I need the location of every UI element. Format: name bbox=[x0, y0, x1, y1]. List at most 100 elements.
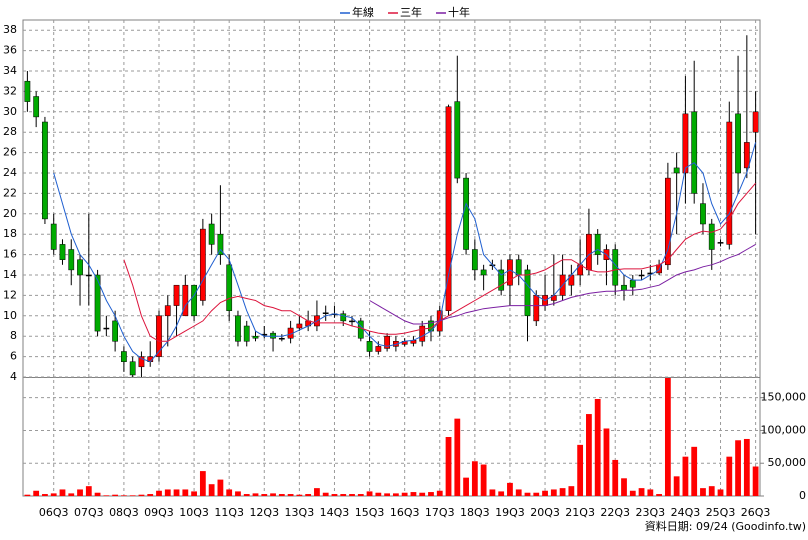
volume-bar bbox=[419, 492, 426, 496]
volume-bar bbox=[752, 466, 759, 496]
y-tick-label: 18 bbox=[3, 227, 17, 240]
volume-bar bbox=[68, 493, 75, 496]
candle-body bbox=[735, 113, 741, 174]
y-tick-label: 24 bbox=[3, 166, 17, 179]
candle-body bbox=[586, 233, 592, 271]
volume-bar bbox=[226, 489, 233, 496]
x-tick-label: 07Q3 bbox=[74, 506, 104, 519]
candle-body bbox=[270, 332, 276, 339]
volume-bar bbox=[235, 491, 241, 496]
candle-body bbox=[691, 111, 698, 194]
line-series bbox=[53, 142, 757, 363]
volume-bar bbox=[568, 486, 575, 496]
y-tick-label: 20 bbox=[3, 207, 17, 220]
volume-bar bbox=[94, 492, 101, 496]
x-tick-label: 14Q3 bbox=[320, 506, 350, 519]
x-tick-label: 18Q3 bbox=[460, 506, 490, 519]
candle-body bbox=[182, 284, 189, 317]
volume-bar bbox=[42, 494, 48, 496]
y2-tick-label: 150,000 bbox=[761, 391, 807, 404]
volume-bar bbox=[603, 428, 610, 496]
candle-body bbox=[121, 351, 127, 362]
candle-body bbox=[199, 228, 206, 301]
x-tick-label: 23Q3 bbox=[635, 506, 665, 519]
volume-bar bbox=[77, 489, 83, 496]
candle-body bbox=[68, 249, 75, 271]
candle-body bbox=[129, 361, 136, 376]
volume-bar bbox=[287, 494, 294, 496]
candle-body bbox=[357, 320, 364, 339]
volume-bar bbox=[243, 494, 250, 496]
candle-body bbox=[664, 177, 671, 266]
volume-bar bbox=[629, 490, 636, 496]
y-tick-label: 26 bbox=[3, 146, 17, 159]
y2-tick-label: 50,000 bbox=[768, 456, 807, 469]
volume-bar bbox=[480, 464, 487, 496]
volume-bar bbox=[173, 489, 180, 496]
x-tick-label: 22Q3 bbox=[600, 506, 630, 519]
volume-bar bbox=[340, 494, 347, 496]
x-tick-label: 20Q3 bbox=[530, 506, 560, 519]
candle-body bbox=[156, 315, 162, 357]
y2-tick-label: 0 bbox=[799, 489, 806, 502]
volume-bar bbox=[357, 494, 364, 496]
volume-bar bbox=[550, 489, 557, 496]
volume-bar bbox=[515, 489, 522, 496]
candle-body bbox=[24, 80, 31, 102]
y-tick-label: 4 bbox=[10, 370, 17, 383]
volume-bar bbox=[471, 461, 478, 496]
y-tick-label: 28 bbox=[3, 125, 17, 138]
candle-body bbox=[59, 244, 66, 260]
x-tick-label: 12Q3 bbox=[249, 506, 279, 519]
volume-bar bbox=[428, 492, 434, 496]
volume-bar bbox=[305, 494, 312, 496]
volume-bar bbox=[708, 486, 715, 496]
legend-label: 三年 bbox=[400, 5, 422, 19]
volume-bar bbox=[270, 493, 276, 496]
volume-bar bbox=[217, 479, 224, 496]
candle-body bbox=[621, 284, 627, 291]
candle-body bbox=[445, 106, 452, 311]
y-tick-label: 12 bbox=[3, 288, 17, 301]
volume-bar bbox=[121, 495, 127, 496]
volume-bar bbox=[112, 494, 119, 496]
candle-body bbox=[103, 327, 110, 330]
candle-body bbox=[173, 284, 180, 306]
line-series bbox=[369, 243, 756, 325]
volume-bar bbox=[156, 490, 162, 496]
volume-bar bbox=[507, 482, 513, 496]
candle-body bbox=[112, 320, 119, 342]
volume-bar bbox=[129, 495, 136, 496]
candle-body bbox=[217, 233, 224, 255]
volume-bar bbox=[621, 478, 627, 496]
volume-bar bbox=[199, 471, 206, 496]
volume-bar bbox=[322, 492, 329, 496]
candle-body bbox=[726, 121, 733, 245]
volume-bar bbox=[103, 495, 110, 496]
volume-bar bbox=[594, 398, 601, 496]
volume-bar bbox=[586, 414, 592, 496]
volume-bar bbox=[147, 494, 154, 496]
candle-body bbox=[594, 233, 601, 255]
volume-bar bbox=[349, 494, 355, 496]
x-tick-label: 15Q3 bbox=[355, 506, 385, 519]
candle-body bbox=[515, 259, 522, 276]
x-tick-label: 24Q3 bbox=[671, 506, 701, 519]
candle-body bbox=[138, 356, 145, 368]
candle-body bbox=[700, 203, 706, 225]
volume-bar bbox=[59, 489, 66, 496]
y-tick-label: 34 bbox=[3, 64, 17, 77]
candle-body bbox=[243, 325, 250, 342]
y-tick-label: 22 bbox=[3, 186, 17, 199]
candle-body bbox=[463, 177, 469, 250]
volume-bar bbox=[577, 444, 584, 496]
y-tick-label: 32 bbox=[3, 84, 17, 97]
volume-bar bbox=[436, 490, 443, 496]
volume-bar bbox=[392, 493, 399, 496]
candle-body bbox=[533, 295, 540, 322]
legend-label: 十年 bbox=[448, 5, 470, 19]
x-tick-label: 08Q3 bbox=[109, 506, 139, 519]
volume-bar bbox=[454, 418, 461, 496]
y-tick-label: 14 bbox=[3, 268, 17, 281]
